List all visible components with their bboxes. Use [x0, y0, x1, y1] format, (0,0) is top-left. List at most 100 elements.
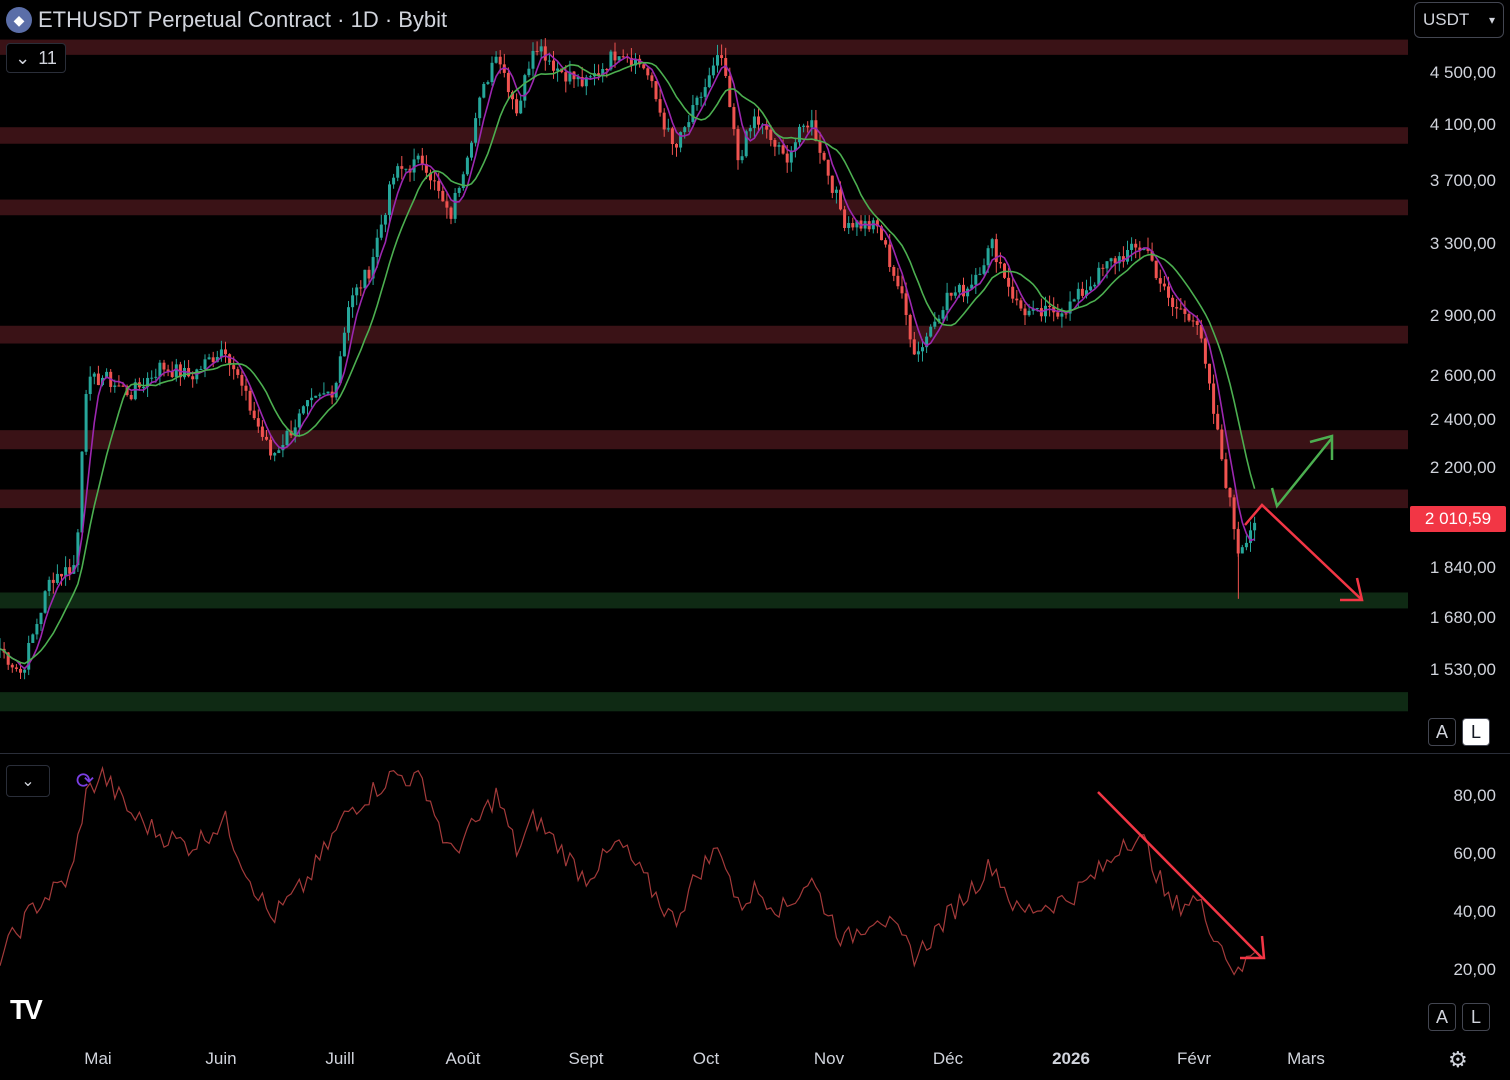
candle-body — [1191, 320, 1195, 322]
candle-body — [711, 65, 715, 76]
candle-body — [68, 567, 72, 574]
candle-body — [1228, 487, 1232, 498]
candle-body — [888, 244, 892, 267]
candle-body — [293, 427, 297, 436]
candle-body — [556, 68, 560, 71]
candle-body — [1183, 308, 1187, 314]
symbol-title: ETHUSDT Perpetual Contract · 1D · Bybit — [38, 7, 448, 32]
rsi-auto-scale-button[interactable]: A — [1428, 1003, 1456, 1031]
candle-body — [162, 362, 166, 370]
candle-body — [158, 362, 162, 377]
candle-body — [752, 116, 756, 129]
candle-body — [6, 652, 10, 665]
candle-body — [1224, 459, 1228, 488]
auto-scale-button[interactable]: A — [1428, 718, 1456, 746]
candle-body — [1019, 300, 1023, 309]
rsi-log-scale-button[interactable]: L — [1462, 1003, 1490, 1031]
sync-icon[interactable]: ⟳ — [75, 768, 95, 793]
price-tick: 3 300,00 — [1429, 234, 1496, 253]
candle-body — [396, 166, 400, 178]
indicator-count: 11 — [38, 47, 57, 68]
candle-body — [896, 275, 900, 287]
candle-body — [617, 56, 621, 61]
chevron-down-icon: ⌄ — [21, 773, 35, 790]
price-tick: 2 900,00 — [1429, 306, 1496, 325]
candle-body — [64, 567, 68, 577]
candle-body — [1089, 286, 1093, 291]
candle-body — [351, 295, 355, 308]
candle-body — [962, 284, 965, 297]
tradingview-logo[interactable]: TV — [10, 994, 43, 1025]
candle-body — [252, 410, 256, 419]
candle-body — [826, 159, 830, 176]
candle-body — [129, 394, 133, 400]
indicators-toggle-button[interactable]: ⌄ 11 — [6, 43, 66, 73]
candle-body — [146, 377, 150, 388]
candle-body — [839, 189, 842, 210]
candle-body — [539, 46, 543, 52]
candle-body — [297, 413, 301, 428]
candle-body — [511, 92, 514, 100]
candle-body — [670, 128, 674, 145]
candle-body — [445, 201, 449, 208]
candle-body — [707, 75, 711, 88]
candle-body — [519, 100, 523, 114]
candle-body — [371, 257, 375, 279]
candle-body — [388, 184, 391, 215]
resistance-zone — [0, 489, 1408, 509]
current-price-badge: 2 010,59 — [1410, 506, 1506, 532]
candle-body — [1199, 325, 1203, 339]
candle-body — [355, 287, 359, 296]
candle-body — [76, 532, 80, 566]
candle-body — [683, 127, 687, 133]
pane-divider[interactable] — [0, 753, 1510, 754]
candle-body — [945, 292, 949, 311]
candle-body — [1068, 301, 1072, 314]
candle-body — [133, 382, 137, 400]
currency-select[interactable]: USDT ▾ — [1414, 2, 1504, 38]
resistance-zone — [0, 430, 1408, 450]
candle-body — [941, 310, 945, 319]
candle-body — [994, 239, 998, 263]
candle-body — [1117, 256, 1121, 264]
candle-body — [580, 77, 584, 87]
candle-body — [912, 339, 916, 355]
candle-body — [367, 269, 371, 279]
candle-body — [478, 97, 482, 119]
candle-body — [166, 369, 170, 371]
candle-body — [342, 332, 346, 357]
candle-body — [564, 72, 568, 82]
log-scale-button[interactable]: L — [1462, 718, 1490, 746]
candle-body — [629, 57, 633, 66]
time-tick: Déc — [932, 1049, 964, 1068]
time-tick: Mai — [84, 1049, 112, 1068]
candle-body — [96, 373, 100, 386]
candle-body — [47, 579, 51, 592]
candle-body — [39, 612, 43, 625]
candle-body — [269, 439, 273, 456]
time-tick: Sept — [568, 1049, 604, 1068]
rsi-pane-toggle-button[interactable]: ⌄ — [6, 765, 50, 797]
time-tick: Juill — [325, 1049, 355, 1068]
candle-body — [748, 128, 752, 132]
candle-body — [1121, 256, 1125, 262]
candle-body — [31, 634, 35, 643]
candle-body — [23, 669, 27, 673]
candle-body — [732, 107, 736, 130]
candle-body — [650, 75, 654, 82]
candle-body — [634, 58, 637, 66]
candle-body — [880, 226, 883, 241]
candle-body — [1150, 250, 1154, 261]
candle-body — [916, 351, 920, 355]
candle-body — [781, 145, 785, 154]
candle-body — [117, 385, 121, 387]
chevron-down-icon: ▾ — [1488, 13, 1495, 27]
candle-body — [470, 142, 473, 158]
symbol-header[interactable]: ◆ ETHUSDT Perpetual Contract · 1D · Bybi… — [6, 4, 447, 36]
candle-body — [43, 591, 47, 613]
gear-icon[interactable]: ⚙ — [1448, 1047, 1468, 1072]
candle-body — [375, 237, 379, 258]
rsi-tick: 20,00 — [1453, 960, 1496, 979]
candle-body — [265, 436, 268, 440]
